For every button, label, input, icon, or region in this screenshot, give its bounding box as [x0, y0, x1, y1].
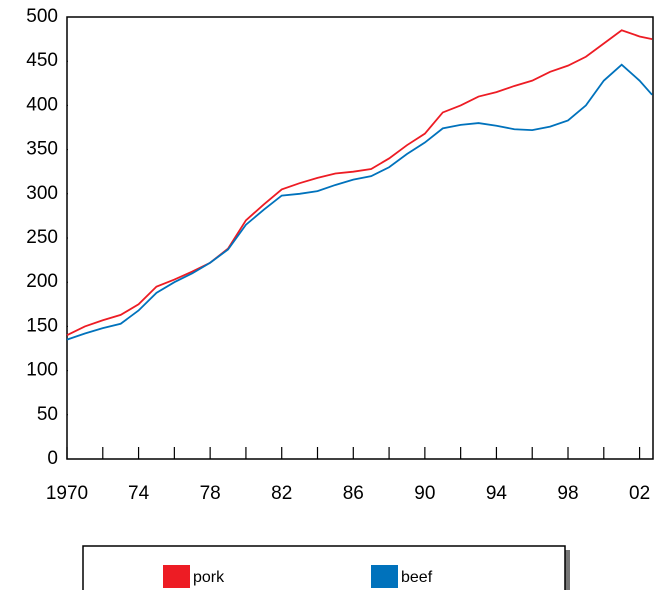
plot-frame [66, 16, 654, 460]
x-tick-label: 86 [343, 483, 364, 504]
y-tick-label: 300 [26, 183, 58, 204]
y-tick-label: 200 [26, 271, 58, 292]
y-tick-label: 400 [26, 94, 58, 115]
x-tick-label: 78 [200, 483, 221, 504]
y-tick-label: 0 [47, 448, 58, 469]
legend-label: beef [401, 569, 433, 586]
x-tick-label: 1970 [46, 483, 88, 504]
x-tick-label: 90 [414, 483, 435, 504]
legend-box [82, 545, 566, 590]
legend-label: pork [193, 569, 225, 586]
y-tick-label: 100 [26, 360, 58, 381]
legend-swatch [163, 565, 190, 588]
x-tick-label: 98 [557, 483, 578, 504]
y-tick-label: 250 [26, 227, 58, 248]
x-tick-label: 94 [486, 483, 508, 504]
legend-swatch [371, 565, 398, 588]
x-tick-label: 82 [271, 483, 292, 504]
y-tick-label: 450 [26, 50, 58, 71]
y-tick-label: 500 [26, 6, 58, 27]
y-tick-label: 350 [26, 139, 58, 160]
y-tick-label: 50 [37, 404, 58, 425]
line-series [66, 29, 653, 337]
legend-shadow [565, 550, 570, 590]
y-tick-label: 150 [26, 315, 58, 336]
x-tick-label: 74 [128, 483, 150, 504]
line-series [66, 63, 653, 341]
x-tick-label: 02 [629, 483, 650, 504]
